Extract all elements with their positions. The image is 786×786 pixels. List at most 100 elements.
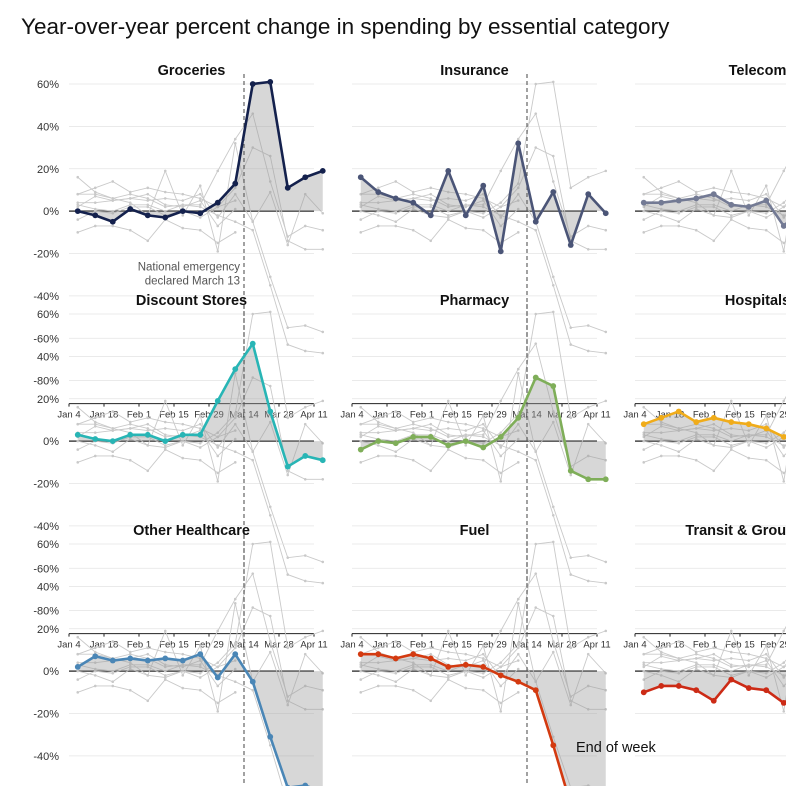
- background-point: [782, 214, 786, 217]
- background-point: [286, 699, 290, 703]
- background-point: [659, 646, 663, 650]
- background-point: [111, 671, 115, 675]
- background-point: [677, 680, 681, 684]
- background-point: [128, 663, 132, 667]
- background-point: [569, 573, 573, 576]
- background-point: [481, 441, 485, 445]
- background-point: [376, 422, 380, 426]
- background-point: [303, 192, 307, 196]
- background-point: [394, 671, 398, 675]
- background-point: [233, 691, 237, 694]
- x-tick-label: Jan 18: [90, 640, 119, 651]
- background-point: [446, 676, 450, 679]
- background-point: [782, 216, 786, 219]
- background-point: [376, 209, 380, 213]
- background-point: [198, 446, 202, 449]
- y-tick-label: 20%: [37, 624, 59, 636]
- data-point: [74, 663, 81, 670]
- background-point: [481, 211, 485, 215]
- y-tick-label: -20%: [33, 709, 59, 721]
- x-tick-label: Mar 28: [264, 410, 294, 421]
- background-point: [359, 661, 363, 664]
- background-point: [376, 201, 380, 204]
- background-point: [233, 659, 237, 662]
- background-point: [429, 699, 433, 703]
- background-point: [659, 190, 663, 194]
- data-point: [462, 661, 469, 668]
- panel-insurance: Jan 4 Jan 18 Feb 1 Feb 15 Feb 29 Mar 14 Mar 28…: [340, 63, 610, 421]
- background-point: [394, 429, 398, 432]
- background-point: [359, 691, 363, 694]
- background-point: [694, 657, 698, 660]
- background-point: [481, 644, 485, 647]
- data-point: [710, 191, 717, 198]
- background-point: [93, 186, 97, 190]
- background-point: [499, 201, 503, 204]
- x-tick-label: Feb 1: [127, 410, 151, 421]
- background-point: [446, 399, 450, 403]
- background-point: [551, 735, 555, 739]
- background-point: [181, 663, 185, 667]
- x-tick-label: Feb 29: [477, 410, 507, 421]
- background-point: [677, 439, 681, 443]
- data-point: [585, 191, 592, 198]
- background-point: [376, 186, 380, 190]
- background-point: [551, 505, 555, 509]
- background-point: [446, 629, 450, 633]
- data-point: [392, 195, 399, 202]
- background-point: [394, 224, 398, 228]
- background-point: [782, 629, 786, 633]
- x-tick-label: Jan 18: [373, 640, 402, 651]
- background-point: [534, 112, 538, 115]
- background-point: [712, 659, 716, 662]
- background-point: [111, 669, 115, 673]
- background-point: [394, 684, 398, 688]
- data-point: [197, 431, 204, 438]
- background-point: [268, 420, 272, 424]
- background-point: [659, 207, 663, 211]
- background-point: [321, 629, 325, 633]
- background-point: [642, 652, 646, 656]
- background-point: [464, 203, 468, 207]
- background-point: [268, 650, 272, 654]
- data-point: [602, 476, 609, 483]
- background-point: [303, 579, 307, 583]
- background-point: [516, 646, 520, 650]
- background-point: [411, 190, 415, 194]
- background-point: [729, 197, 733, 200]
- background-point: [128, 427, 132, 430]
- background-point: [604, 629, 608, 633]
- background-point: [499, 665, 503, 669]
- background-point: [233, 642, 237, 645]
- background-point: [659, 214, 663, 217]
- panel-discount-stores: Jan 4 Jan 18 Feb 1 Feb 15 Feb 29 Mar 14 Mar 28…: [33, 293, 327, 651]
- background-point: [712, 657, 716, 660]
- background-point: [163, 399, 167, 403]
- background-line-discount-stores: [643, 165, 786, 212]
- data-point: [232, 180, 239, 187]
- background-point: [76, 203, 80, 207]
- background-point: [163, 444, 167, 447]
- background-point: [499, 431, 503, 434]
- data-point: [728, 201, 735, 208]
- background-point: [747, 663, 751, 667]
- data-point: [109, 438, 116, 445]
- background-point: [128, 652, 132, 656]
- background-point: [446, 209, 450, 213]
- data-point: [693, 195, 700, 202]
- background-point: [93, 201, 97, 204]
- background-point: [499, 471, 503, 475]
- background-point: [551, 540, 555, 544]
- background-point: [251, 228, 255, 232]
- background-point: [747, 429, 751, 432]
- background-point: [216, 480, 220, 483]
- background-line-hospitals: [77, 640, 236, 668]
- background-point: [694, 437, 698, 441]
- background-point: [764, 211, 768, 215]
- background-point: [411, 427, 415, 430]
- background-point: [216, 241, 220, 245]
- background-point: [551, 275, 555, 279]
- background-point: [729, 216, 733, 219]
- background-point: [569, 556, 573, 559]
- background-point: [712, 663, 716, 667]
